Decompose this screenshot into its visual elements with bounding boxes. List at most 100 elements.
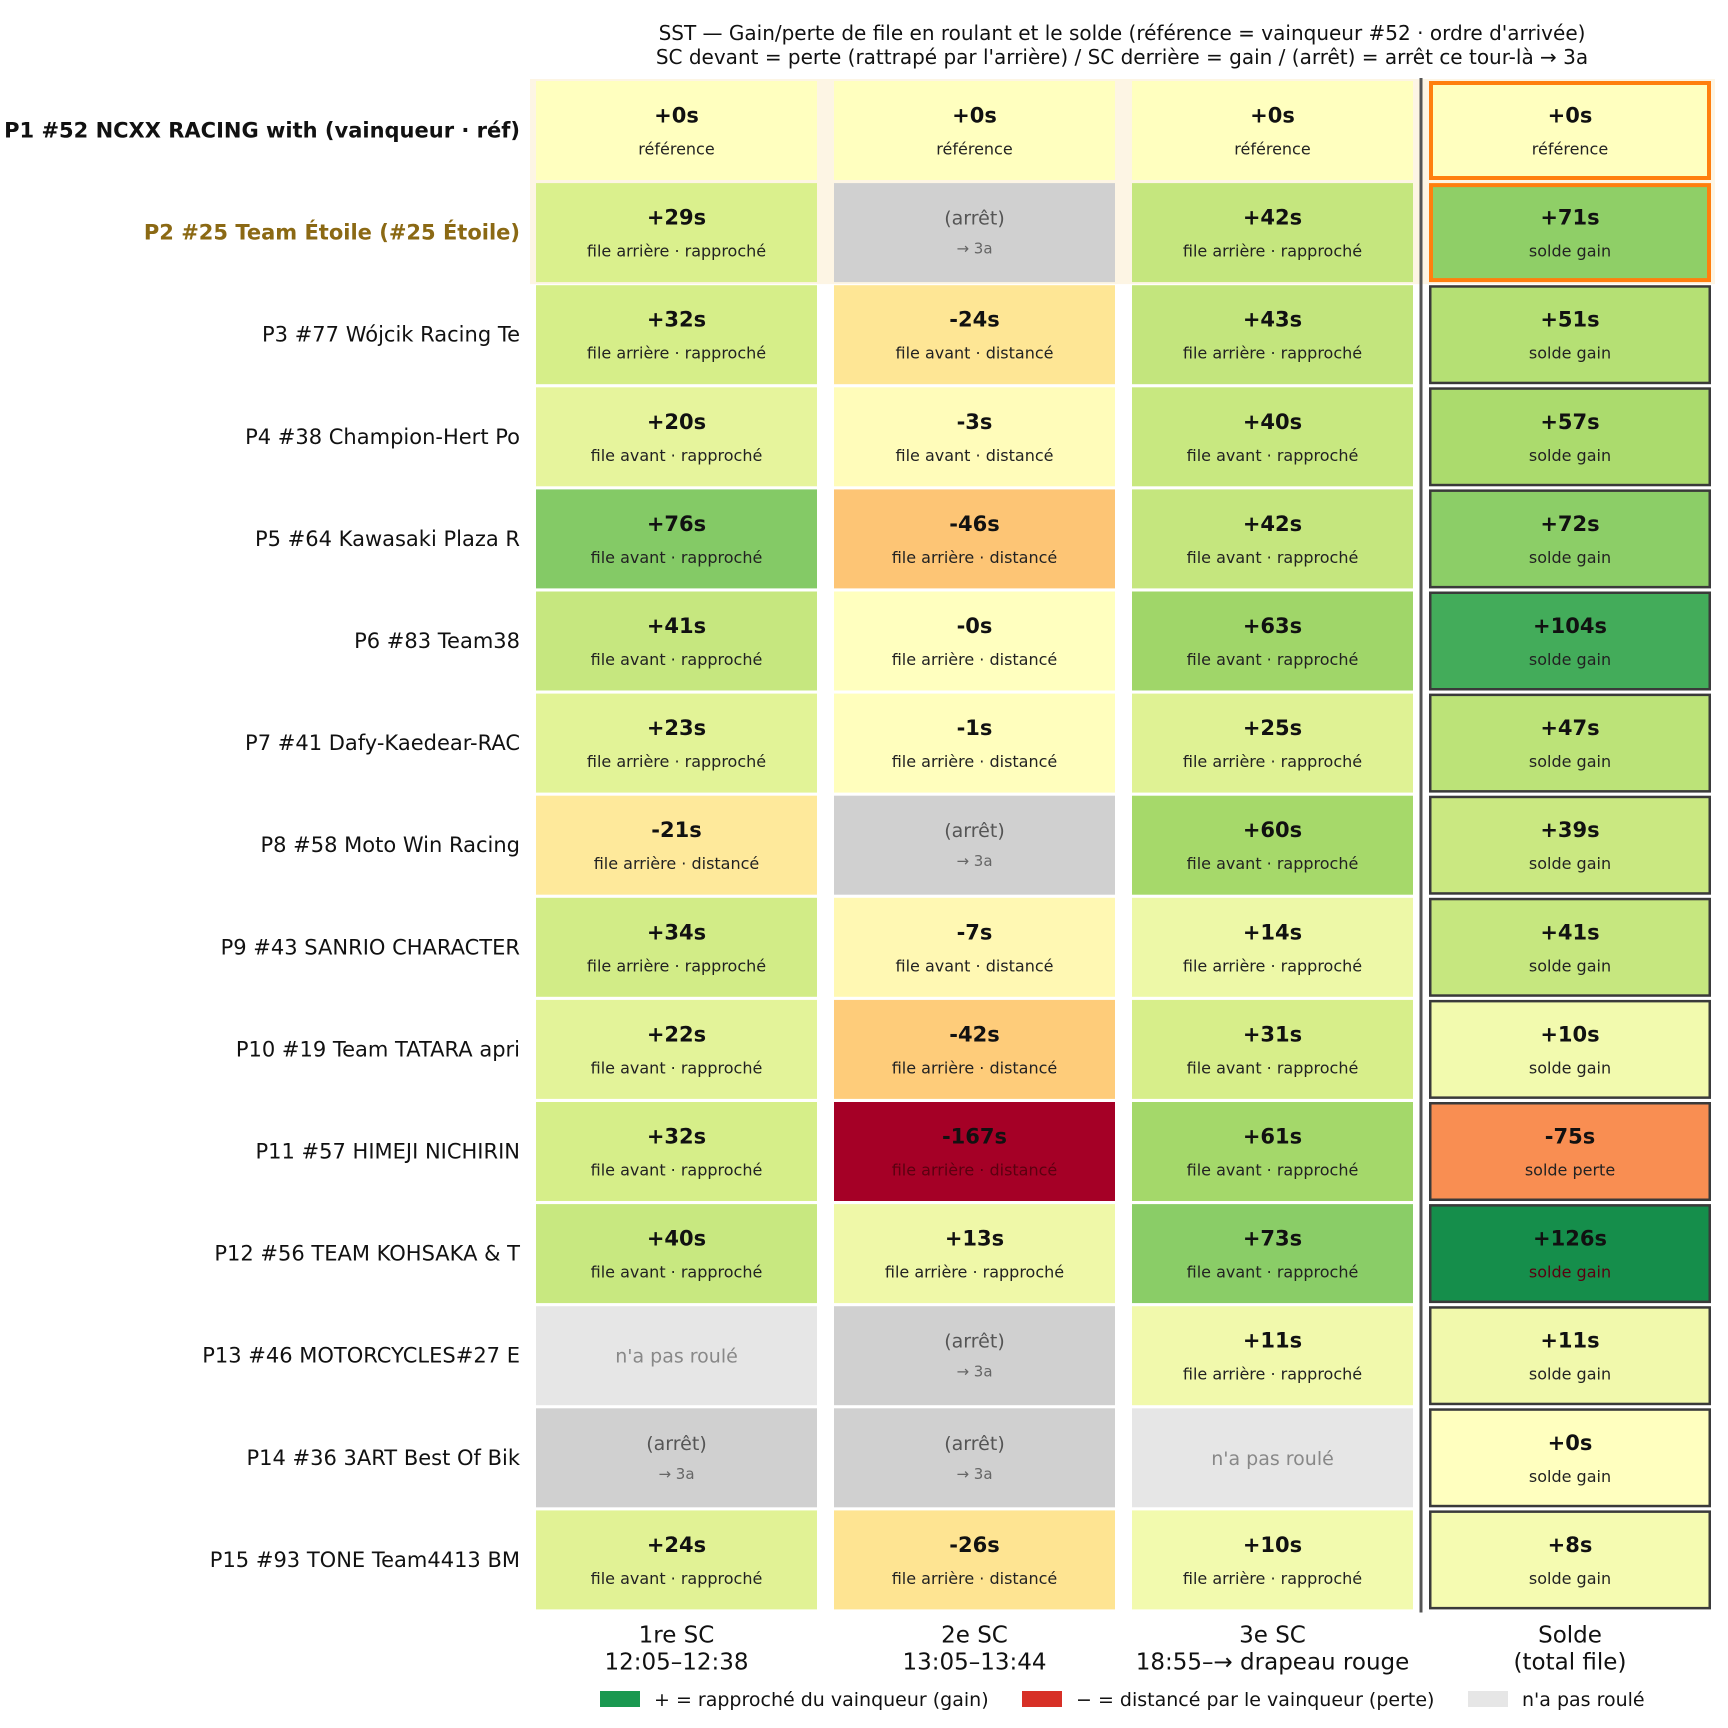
cell-value: +25s — [1243, 716, 1302, 740]
row-label: P5 #64 Kawasaki Plaza R — [255, 527, 520, 551]
cell-value: +76s — [647, 512, 706, 536]
cell-value: +11s — [1243, 1329, 1302, 1353]
cell-sublabel: solde gain — [1529, 1365, 1611, 1384]
cell-value: +24s — [647, 1533, 706, 1557]
heatmap-cell — [536, 693, 817, 793]
cell-sublabel: file avant · rapproché — [591, 1058, 763, 1077]
cell-sublabel: solde gain — [1529, 344, 1611, 363]
row-label: P2 #25 Team Étoile (#25 Étoile) — [144, 220, 520, 245]
heatmap-cell — [536, 387, 817, 487]
cell-sublabel: file avant · rapproché — [1187, 854, 1359, 873]
cell-value: +72s — [1540, 512, 1599, 536]
cell-sublabel: file avant · rapproché — [591, 1263, 763, 1282]
column-label-sub: 18:55–→ drapeau rouge — [1136, 1650, 1410, 1676]
cell-sublabel: solde gain — [1529, 1058, 1611, 1077]
cell-sublabel: file avant · rapproché — [591, 650, 763, 669]
cell-sublabel: file avant · rapproché — [1187, 650, 1359, 669]
cell-value: +57s — [1540, 410, 1599, 434]
column-label: 1re SC — [639, 1623, 715, 1649]
chart-title-line-1: SST — Gain/perte de file en roulant et l… — [659, 21, 1586, 45]
heatmap-cell — [834, 1204, 1115, 1304]
legend-swatch — [600, 1691, 640, 1707]
heatmap-cell — [834, 1306, 1115, 1406]
cell-sublabel: → 3a — [658, 1465, 694, 1483]
cell-value: +0s — [952, 104, 997, 128]
cell-sublabel: → 3a — [956, 240, 992, 258]
heatmap-cell — [536, 795, 817, 895]
cell-label: (arrêt) — [944, 208, 1004, 230]
row-label: P11 #57 HIMEJI NICHIRIN — [255, 1140, 520, 1164]
cell-sublabel: file arrière · rapproché — [587, 752, 766, 771]
cell-value: -7s — [957, 920, 993, 944]
legend: + = rapproché du vainqueur (gain) − = dis… — [600, 1689, 1645, 1711]
heatmap-cell — [536, 489, 817, 589]
solde-cell — [1429, 693, 1711, 793]
cell-sublabel: file arrière · rapproché — [1183, 1569, 1362, 1588]
cell-sublabel: file arrière · rapproché — [587, 344, 766, 363]
cell-sublabel: file arrière · distancé — [892, 650, 1058, 669]
cell-sublabel: solde perte — [1525, 1161, 1615, 1180]
cell-value: -42s — [949, 1022, 999, 1046]
cell-value: +8s — [1548, 1533, 1593, 1557]
cell-label: (arrêt) — [944, 1331, 1004, 1353]
cell-label: n'a pas roulé — [1211, 1448, 1334, 1470]
cell-value: +34s — [647, 920, 706, 944]
cell-value: +10s — [1243, 1533, 1302, 1557]
heatmap-cell — [834, 1102, 1115, 1201]
heatmap-cell — [1132, 81, 1413, 180]
solde-cell — [1429, 183, 1711, 283]
heatmap-cell — [536, 1408, 817, 1508]
cell-sublabel: file avant · rapproché — [591, 1161, 763, 1180]
heatmap-cell — [1132, 1204, 1413, 1304]
cell-value: +43s — [1243, 308, 1302, 332]
heatmap-cell — [1132, 1408, 1413, 1508]
heatmap-cell — [834, 285, 1115, 385]
heatmap-cell — [1132, 693, 1413, 793]
heatmap-cell — [1132, 897, 1413, 997]
legend-label: + = rapproché du vainqueur (gain) — [654, 1689, 989, 1711]
cell-sublabel: file arrière · rapproché — [1183, 344, 1362, 363]
heatmap-cell — [1132, 387, 1413, 487]
heatmap-cell — [834, 183, 1115, 283]
heatmap-cell — [834, 693, 1115, 793]
cell-sublabel: file arrière · distancé — [594, 854, 760, 873]
row-label: P9 #43 SANRIO CHARACTER — [221, 935, 520, 959]
cell-value: +41s — [647, 614, 706, 638]
solde-cell — [1429, 81, 1711, 180]
legend-swatch — [1022, 1691, 1062, 1707]
solde-cell — [1429, 1408, 1711, 1508]
cell-value: +10s — [1540, 1022, 1599, 1046]
heatmap-cell — [536, 285, 817, 385]
row-label: P10 #19 Team TATARA apri — [236, 1037, 520, 1061]
cell-value: +22s — [647, 1022, 706, 1046]
row-label: P14 #36 3ART Best Of Bik — [246, 1446, 520, 1470]
chart-title-line-2: SC devant = perte (rattrapé par l'arrièr… — [656, 45, 1588, 69]
cell-value: +0s — [1548, 104, 1593, 128]
cell-sublabel: → 3a — [956, 1363, 992, 1381]
heatmap-cell — [536, 1102, 817, 1201]
solde-cell — [1429, 285, 1711, 385]
cell-sublabel: solde gain — [1529, 1263, 1611, 1282]
cell-value: +40s — [1243, 410, 1302, 434]
cell-value: -3s — [957, 410, 993, 434]
cell-sublabel: file arrière · rapproché — [1183, 1365, 1362, 1384]
cell-sublabel: solde gain — [1529, 1467, 1611, 1486]
cell-label: (arrêt) — [646, 1433, 706, 1455]
cell-sublabel: référence — [638, 140, 714, 159]
heatmap-cell — [536, 81, 817, 180]
cell-value: +63s — [1243, 614, 1302, 638]
cell-sublabel: file arrière · rapproché — [1183, 956, 1362, 975]
heatmap-cell — [1132, 285, 1413, 385]
solde-cell — [1429, 489, 1711, 589]
cell-value: +32s — [647, 308, 706, 332]
cell-sublabel: file avant · rapproché — [1187, 446, 1359, 465]
heatmap-cell — [834, 387, 1115, 487]
cell-value: +104s — [1533, 614, 1607, 638]
chart-title: SST — Gain/perte de file en roulant et l… — [656, 21, 1588, 69]
cell-value: +0s — [1250, 104, 1295, 128]
heatmap-cell — [536, 1306, 817, 1406]
heatmap-cell — [1132, 999, 1413, 1099]
row-label: P6 #83 Team38 — [354, 629, 520, 653]
